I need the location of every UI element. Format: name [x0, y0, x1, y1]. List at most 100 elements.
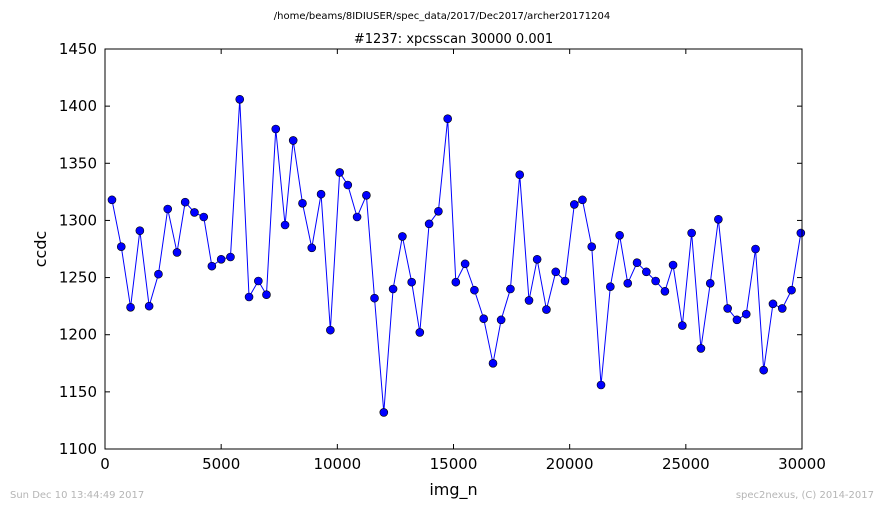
- data-point: [532, 254, 542, 264]
- data-point: [506, 284, 515, 294]
- x-tick-label: 30000: [778, 455, 826, 473]
- data-file-path: /home/beams/8IDIUSER/spec_data/2017/Dec2…: [274, 11, 610, 22]
- data-point: [352, 212, 362, 222]
- x-tick-label: 15000: [430, 455, 478, 473]
- data-point: [587, 242, 597, 252]
- data-point: [226, 252, 235, 262]
- data-point: [388, 284, 398, 294]
- chart-title: #1237: xpcsscan 30000 0.001: [354, 32, 553, 47]
- data-point: [796, 228, 806, 238]
- data-point: [632, 258, 642, 268]
- data-point: [199, 212, 209, 222]
- x-tick-label: 20000: [546, 455, 594, 473]
- data-point: [678, 321, 687, 330]
- data-point: [542, 305, 551, 314]
- data-point: [787, 285, 796, 295]
- data-point: [135, 226, 145, 236]
- data-point: [714, 214, 723, 224]
- data-point: [244, 292, 254, 302]
- data-point: [280, 220, 290, 230]
- data-point: [606, 282, 615, 292]
- data-point: [451, 277, 461, 287]
- plot-area: 0 5000 10000 15000 20000 25000 30000 1100 1150 12…: [59, 40, 826, 473]
- data-point: [362, 190, 371, 200]
- data-point: [335, 168, 344, 177]
- y-tick-label: 1100: [59, 440, 97, 458]
- y-tick-label: 1400: [59, 97, 97, 115]
- data-point: [434, 206, 443, 216]
- data-point: [370, 293, 379, 303]
- y-axis-label: ccdc: [31, 231, 50, 268]
- data-point: [615, 230, 624, 240]
- data-point: [759, 365, 768, 375]
- y-tick-label: 1450: [59, 40, 97, 58]
- x-axis-label: img_n: [429, 480, 477, 500]
- data-point: [163, 204, 173, 214]
- data-point: [687, 228, 696, 238]
- footer-credit: spec2nexus, (C) 2014-2017: [736, 490, 874, 501]
- data-point: [254, 276, 263, 286]
- data-point: [262, 290, 271, 300]
- data-point: [560, 276, 570, 286]
- data-point: [651, 276, 660, 286]
- data-point: [326, 325, 335, 335]
- data-point: [407, 277, 416, 287]
- data-point: [271, 124, 281, 134]
- data-point: [343, 180, 353, 190]
- y-tick-label: 1200: [59, 326, 97, 344]
- y-tick-label: 1250: [59, 269, 97, 287]
- data-point: [732, 315, 742, 325]
- y-tick-label: 1300: [59, 211, 97, 229]
- footer-timestamp: Sun Dec 10 13:44:49 2017: [10, 490, 144, 501]
- data-point: [623, 278, 633, 288]
- data-point: [488, 358, 498, 368]
- x-tick-label: 5000: [202, 455, 240, 473]
- data-point: [741, 309, 751, 319]
- data-point: [288, 136, 298, 145]
- data-point: [298, 198, 307, 208]
- data-point: [524, 296, 534, 305]
- data-point: [190, 208, 199, 217]
- data-point: [116, 242, 126, 252]
- x-tick-label: 10000: [313, 455, 361, 473]
- data-point: [460, 259, 470, 269]
- plot-frame: [104, 48, 803, 450]
- data-point: [443, 114, 452, 124]
- data-point: [424, 219, 434, 229]
- data-point: [415, 328, 425, 337]
- data-point: [768, 299, 778, 309]
- data-point: [379, 408, 389, 417]
- x-tick-label: 25000: [662, 455, 710, 473]
- data-point: [207, 261, 217, 271]
- data-point: [154, 269, 163, 279]
- data-point: [107, 195, 117, 205]
- data-point: [316, 189, 326, 199]
- data-point: [551, 267, 561, 277]
- data-point: [642, 267, 651, 277]
- data-point: [777, 304, 787, 313]
- data-point: [570, 200, 579, 209]
- data-point: [180, 197, 190, 207]
- data-point: [172, 248, 182, 257]
- data-point: [496, 315, 506, 325]
- data-point: [307, 243, 317, 253]
- y-tick-label: 1350: [59, 154, 97, 172]
- data-point: [479, 314, 489, 324]
- data-point: [660, 286, 670, 296]
- series-line: [111, 99, 802, 413]
- x-tick-label: 0: [100, 455, 110, 473]
- data-point: [578, 195, 587, 205]
- data-point: [515, 170, 525, 180]
- data-point: [470, 285, 479, 295]
- data-point: [216, 254, 226, 264]
- data-point: [723, 304, 732, 313]
- data-point: [235, 94, 245, 104]
- data-point: [596, 380, 606, 390]
- data-point: [144, 301, 154, 311]
- data-point: [705, 278, 715, 288]
- data-point: [668, 260, 678, 270]
- data-point: [398, 232, 407, 241]
- data-point: [696, 344, 706, 353]
- data-point: [751, 244, 760, 254]
